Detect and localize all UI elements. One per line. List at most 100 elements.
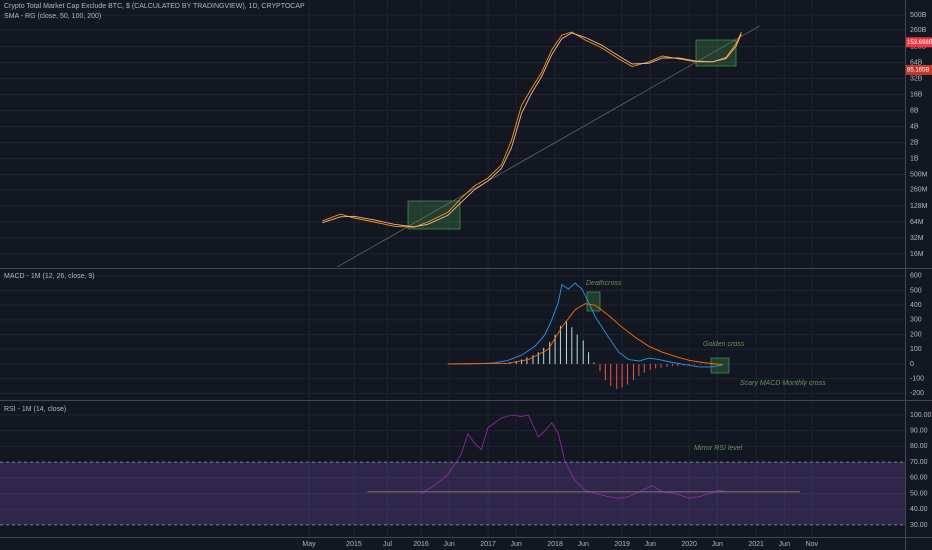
y-tick-label: 1B (910, 155, 919, 162)
annotation: Mirror RSI level (694, 445, 743, 452)
y-tick-label: 40.00 (910, 506, 928, 513)
x-tick-label: 2016 (413, 541, 429, 548)
y-tick-label: 500M (910, 171, 928, 178)
histogram-bar (576, 334, 578, 364)
y-tick-label: 300 (910, 317, 922, 324)
y-tick-label: 32M (910, 235, 924, 242)
y-tick-label: 260M (910, 186, 928, 193)
chart-title: Crypto Total Market Cap Exclude BTC, $ (… (4, 3, 305, 10)
y-tick-label: 30.00 (910, 522, 928, 529)
x-tick-label: Jun (712, 541, 723, 548)
x-tick-label: 2020 (681, 541, 697, 548)
price-tag (906, 64, 932, 75)
histogram-bar (571, 327, 573, 364)
series-line (322, 32, 742, 228)
histogram-bar (700, 363, 702, 365)
histogram-bar (582, 340, 584, 364)
y-tick-label: 500 (910, 287, 922, 294)
histogram-bar (521, 359, 523, 364)
histogram-bar (633, 363, 634, 381)
y-tick-label: 80.00 (910, 443, 928, 450)
histogram-bar (549, 341, 551, 364)
x-tick-label: 2019 (614, 541, 630, 548)
histogram-bar (593, 362, 595, 364)
x-tick-label: Jul (383, 541, 392, 548)
x-tick-label: 2021 (748, 541, 764, 548)
x-tick-label: Jun (511, 541, 522, 548)
x-tick-label: Nov (806, 541, 819, 548)
series-line (447, 282, 723, 368)
histogram-bar (688, 363, 690, 366)
y-tick-label: -200 (910, 390, 924, 397)
y-tick-label: 50.00 (910, 490, 928, 497)
x-tick-label: May (302, 541, 316, 548)
histogram-bar (655, 363, 657, 369)
y-tick-label: 500B (910, 12, 927, 19)
series-line (447, 303, 723, 365)
y-tick-label: -100 (910, 376, 924, 383)
marks (0, 25, 905, 526)
histogram-bar (671, 363, 673, 367)
y-tick-label: 260B (910, 27, 927, 34)
price-tag-label: 85.165B (907, 68, 929, 74)
histogram-bar (694, 363, 696, 365)
y-tick-label: 32B (910, 75, 923, 82)
y-tick-label: 200 (910, 331, 922, 338)
y-tick-label: 4B (910, 123, 919, 130)
histogram-bar (554, 334, 556, 364)
histogram-bar (588, 352, 590, 364)
y-tick-label: 400 (910, 302, 922, 309)
y-tick-label: 64M (910, 219, 924, 226)
y-tick-label: 64B (910, 59, 923, 66)
histogram-bar (515, 361, 517, 364)
histogram-bar (565, 321, 567, 364)
y-tick-label: 2B (910, 139, 919, 146)
histogram-bar (526, 357, 528, 364)
histogram-bar (610, 363, 612, 387)
annotation: Scary MACD Monthly cross (740, 380, 826, 387)
histogram-bar (621, 363, 623, 388)
y-tick-label: 100.00 (910, 412, 932, 419)
rsi-band (0, 462, 905, 525)
highlight-box (407, 200, 461, 230)
histogram-bar (616, 363, 618, 389)
annotation: Deathcross (586, 280, 622, 287)
highlight-box (586, 291, 601, 312)
histogram-bar (537, 352, 539, 364)
x-tick-label: Jun (578, 541, 589, 548)
series-line (420, 414, 727, 499)
pane-title: MACD - 1M (12, 26, close, 9) (4, 273, 95, 280)
histogram-bar (677, 363, 679, 367)
histogram-bar (660, 363, 662, 368)
histogram-bar (649, 363, 651, 370)
histogram-bar (638, 363, 640, 376)
histogram-bar (666, 363, 668, 367)
x-tick-label: 2018 (547, 541, 563, 548)
histogram-bar (626, 363, 628, 385)
x-tick-label: Jun (779, 541, 790, 548)
y-tick-label: 60.00 (910, 475, 928, 482)
histogram-bar (599, 363, 601, 372)
histogram-bar (643, 363, 645, 373)
histogram-bar (604, 363, 606, 381)
pane-title: RSI - 1M (14, close) (4, 406, 66, 413)
y-tick-label: 600 (910, 273, 922, 280)
annotation: Golden cross (703, 341, 745, 348)
x-tick-label: Jun (645, 541, 656, 548)
y-tick-label: 90.00 (910, 428, 928, 435)
y-tick-label: 100 (910, 346, 922, 353)
x-tick-label: 2015 (346, 541, 362, 548)
x-tick-label: Jun (443, 541, 454, 548)
y-tick-label: 16B (910, 91, 923, 98)
price-tag (906, 37, 932, 48)
y-tick-label: 8B (910, 107, 919, 114)
histogram-bar (559, 325, 561, 364)
price-tag-label: 153.698B (907, 40, 932, 46)
y-tick-label: 16M (910, 251, 924, 258)
y-tick-label: 128M (910, 203, 928, 210)
indicator-title: SMA - RG (close, 50, 100, 200) (4, 13, 101, 20)
histogram-bar (543, 347, 545, 364)
